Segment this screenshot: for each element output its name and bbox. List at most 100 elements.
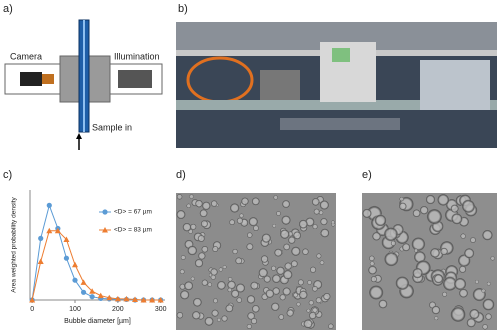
bubble — [180, 254, 186, 261]
marker — [89, 288, 96, 294]
bubble — [248, 216, 259, 227]
illumination-label: Illumination — [114, 51, 160, 61]
bubble — [281, 199, 291, 209]
bubble — [210, 274, 216, 281]
bubble — [312, 307, 318, 313]
display — [332, 48, 350, 62]
marker — [80, 279, 87, 285]
bubble — [236, 217, 244, 225]
bubble — [460, 233, 466, 240]
bubble — [412, 209, 421, 218]
bubble — [311, 285, 318, 292]
bubble — [265, 289, 275, 299]
bubble — [450, 306, 466, 323]
marker — [123, 295, 130, 302]
x-tick-label: 300 — [155, 306, 167, 313]
marker — [72, 261, 78, 268]
marker — [63, 236, 70, 242]
bubble — [210, 200, 218, 208]
bubble — [270, 265, 277, 272]
bubble — [463, 247, 475, 259]
bubble — [309, 266, 317, 274]
marker — [46, 227, 53, 234]
bubble — [241, 197, 249, 206]
bubble — [236, 297, 243, 304]
bubble — [398, 202, 407, 211]
x-axis-label: Bubble diameter [µm] — [64, 318, 131, 325]
marker — [157, 297, 164, 303]
bubble — [308, 311, 317, 320]
bubble — [367, 265, 378, 275]
bubble — [212, 245, 219, 253]
bubble — [251, 304, 260, 313]
bubble — [229, 203, 240, 213]
bubble — [323, 292, 331, 301]
bubble — [194, 258, 204, 268]
bubble — [250, 281, 259, 290]
series-line — [31, 203, 161, 301]
bubble — [239, 213, 244, 218]
pipe-lower — [280, 118, 400, 130]
bubble — [413, 248, 419, 253]
marker — [140, 297, 147, 303]
bubbles — [176, 193, 495, 330]
bubble — [222, 264, 227, 270]
bubble — [246, 243, 254, 251]
x-tick-label: 200 — [112, 306, 124, 313]
bubble — [235, 283, 246, 293]
marker — [97, 292, 104, 299]
bubble — [290, 260, 298, 268]
marker — [149, 297, 156, 303]
bubble — [293, 231, 302, 240]
bubble — [261, 233, 272, 243]
tube-highlight — [83, 20, 85, 132]
legend-marker — [102, 227, 108, 233]
light-source — [118, 70, 152, 88]
bubble — [210, 268, 218, 276]
bubble — [316, 253, 322, 259]
bubble — [474, 279, 480, 284]
bubble — [319, 260, 325, 266]
y-axis-label: Area weighted probability density — [11, 197, 18, 293]
bubble — [433, 274, 444, 284]
bubble — [327, 323, 334, 330]
bubble — [197, 252, 206, 260]
bubble — [279, 229, 290, 240]
bubble — [311, 197, 320, 206]
camera-body — [20, 72, 42, 86]
bubble — [225, 304, 234, 313]
bubble — [281, 215, 291, 225]
bubble — [442, 276, 458, 292]
bubble — [303, 319, 313, 329]
bubble — [301, 248, 309, 256]
series-line — [31, 230, 161, 301]
bubble — [271, 274, 281, 284]
bubble — [320, 228, 330, 238]
bubble — [450, 204, 459, 213]
bubble — [246, 294, 256, 304]
bubble — [191, 310, 201, 320]
bubble — [251, 197, 260, 206]
bubble — [176, 193, 183, 200]
bubble — [298, 219, 308, 229]
bubble — [486, 281, 491, 286]
bubble — [211, 309, 219, 317]
bubble — [227, 280, 236, 290]
bubble — [282, 269, 293, 280]
marker — [132, 296, 138, 302]
bubble — [383, 227, 399, 242]
bubble — [307, 279, 313, 285]
bubble — [368, 255, 375, 262]
bubble — [218, 267, 223, 272]
bubble — [440, 247, 448, 256]
bubble — [190, 223, 197, 231]
bubble — [451, 213, 463, 225]
bubble — [212, 298, 219, 304]
camera-lens — [42, 74, 54, 84]
marker — [46, 202, 52, 208]
bubble — [246, 323, 252, 330]
bubble — [401, 243, 411, 252]
bubble — [183, 281, 194, 291]
chart: 0 100 200 300 Bubble diameter [µm] Area weigh… — [11, 190, 167, 325]
bubble — [437, 193, 450, 207]
